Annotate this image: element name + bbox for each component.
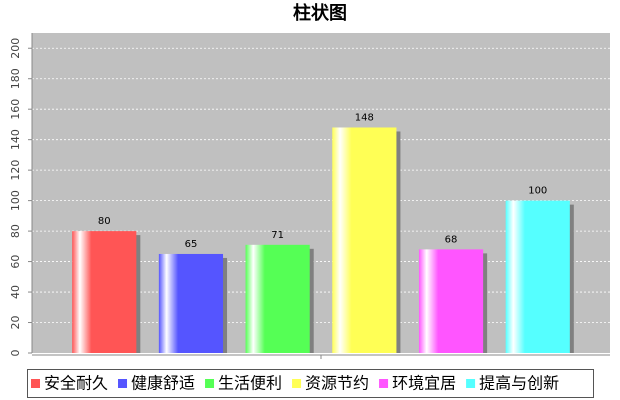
- y-tick-label: 100: [9, 190, 22, 211]
- bar: [505, 200, 570, 353]
- bar: [245, 244, 310, 353]
- bar: [158, 253, 224, 353]
- y-tick-label: 200: [9, 38, 22, 59]
- bar: [332, 127, 397, 353]
- legend-label: 环境宜居: [392, 374, 456, 393]
- y-tick-label: 120: [9, 160, 22, 181]
- data-label: 100: [528, 186, 547, 197]
- legend-label: 资源节约: [305, 374, 369, 393]
- y-tick-label: 160: [9, 99, 22, 120]
- legend-label: 生活便利: [218, 374, 282, 393]
- legend-swatch: [118, 379, 128, 388]
- y-tick-label: 140: [9, 129, 22, 150]
- legend-label: 健康舒适: [131, 374, 195, 393]
- y-tick-label: 0: [9, 350, 22, 357]
- legend-label: 提高与创新: [479, 374, 559, 393]
- bar: [418, 249, 484, 353]
- legend-swatch: [466, 379, 476, 388]
- bar: [72, 231, 137, 353]
- legend-label: 安全耐久: [44, 374, 108, 393]
- y-tick-label: 180: [9, 68, 22, 89]
- data-label: 65: [185, 239, 198, 250]
- data-label: 80: [98, 216, 111, 227]
- legend-swatch: [292, 379, 302, 388]
- legend-swatch: [205, 379, 215, 388]
- y-tick-label: 20: [9, 316, 22, 330]
- legend-swatch: [379, 379, 389, 388]
- y-tick-label: 40: [9, 285, 22, 299]
- data-label: 71: [271, 230, 284, 241]
- y-tick-label: 80: [9, 224, 22, 238]
- legend-swatch: [31, 379, 40, 388]
- y-tick-label: 60: [9, 255, 22, 269]
- data-label: 148: [355, 112, 374, 123]
- data-label: 68: [445, 234, 458, 245]
- chart-title: 柱状图: [293, 2, 347, 24]
